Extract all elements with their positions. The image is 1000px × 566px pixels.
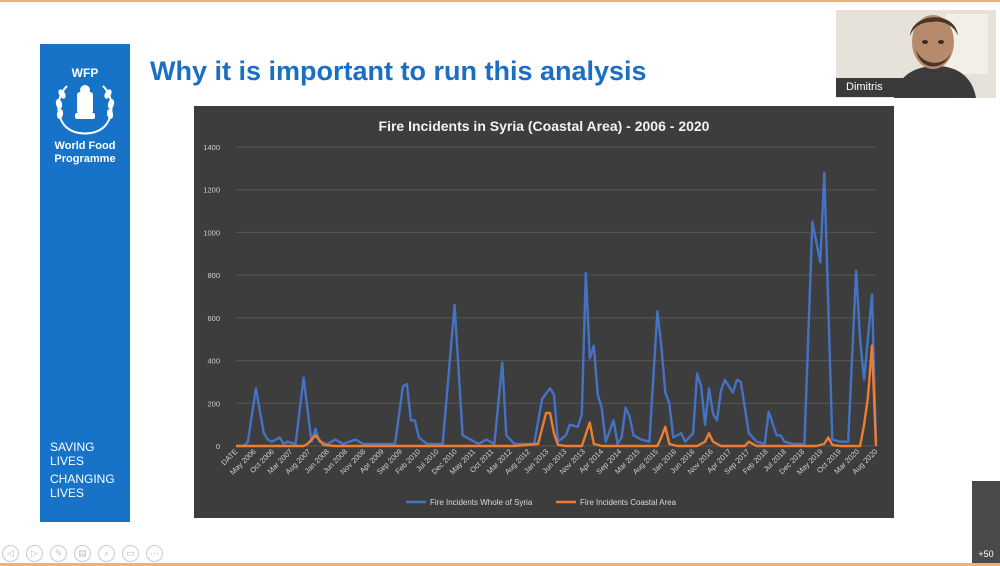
- previous-slide-button[interactable]: ◁: [2, 545, 19, 562]
- fire-incidents-chart: Fire Incidents in Syria (Coastal Area) -…: [194, 106, 894, 518]
- wfp-abbreviation: WFP: [71, 66, 99, 80]
- previous-icon: ◁: [7, 548, 14, 558]
- series-line-coastal-area: [236, 344, 878, 448]
- next-slide-button[interactable]: ▷: [26, 545, 43, 562]
- y-tick-label: 400: [207, 357, 220, 366]
- y-tick-label: 800: [207, 271, 220, 280]
- tagline-line-4: LIVES: [50, 486, 85, 500]
- legend-label: Fire Incidents Whole of Syria: [430, 498, 533, 507]
- series-line-whole-of-syria: [236, 171, 878, 448]
- y-tick-label: 1200: [203, 186, 220, 195]
- video-tile[interactable]: Dimitris: [836, 10, 996, 98]
- wfp-name: World Food Programme: [40, 140, 130, 166]
- pen-tool-button[interactable]: ✎: [50, 545, 67, 562]
- next-icon: ▷: [31, 548, 38, 558]
- tagline-saving: SAVING LIVES: [50, 440, 94, 468]
- slide-title: Why it is important to run this analysis: [150, 56, 647, 86]
- legend-label: Fire Incidents Coastal Area: [580, 498, 677, 507]
- more-participants-button[interactable]: +50: [972, 481, 1000, 563]
- pen-icon: ✎: [54, 548, 63, 558]
- y-tick-label: 200: [207, 399, 220, 408]
- tagline-line-1: SAVING: [50, 440, 95, 454]
- zoom-button[interactable]: ⌕: [98, 545, 115, 562]
- chart-title: Fire Incidents in Syria (Coastal Area) -…: [379, 118, 710, 134]
- window-bottom-accent: [0, 563, 1000, 566]
- see-all-slides-button[interactable]: ▤: [74, 545, 91, 562]
- y-tick-label: 600: [207, 314, 220, 323]
- search-icon: ⌕: [103, 548, 110, 558]
- more-participants-count: +50: [978, 549, 994, 559]
- tagline-line-2: LIVES: [50, 454, 85, 468]
- tagline-changing: CHANGING LIVES: [50, 472, 115, 500]
- subtitles-icon: ▭: [126, 548, 135, 558]
- chart-svg: Fire Incidents in Syria (Coastal Area) -…: [203, 118, 879, 507]
- wfp-name-line-2: Programme: [54, 153, 116, 165]
- participant-name-label: Dimitris: [836, 78, 952, 97]
- more-icon: ⋯: [150, 548, 159, 558]
- pages-icon: ▤: [78, 548, 87, 558]
- slide-controls: ◁ ▷ ✎ ▤ ⌕ ▭ ⋯: [2, 545, 163, 562]
- y-tick-label: 1400: [203, 143, 220, 152]
- window-top-accent: [0, 0, 1000, 2]
- y-tick-label: 0: [216, 442, 220, 451]
- wfp-name-line-1: World Food: [54, 140, 116, 152]
- subtitles-button[interactable]: ▭: [122, 545, 139, 562]
- wfp-brand-panel: WFP World Food Programme SAVING LIVES CH…: [40, 44, 130, 522]
- more-options-button[interactable]: ⋯: [146, 545, 163, 562]
- tagline-line-3: CHANGING: [50, 472, 115, 486]
- y-tick-label: 1000: [203, 228, 220, 237]
- wfp-wreath-logo-icon: [55, 85, 115, 135]
